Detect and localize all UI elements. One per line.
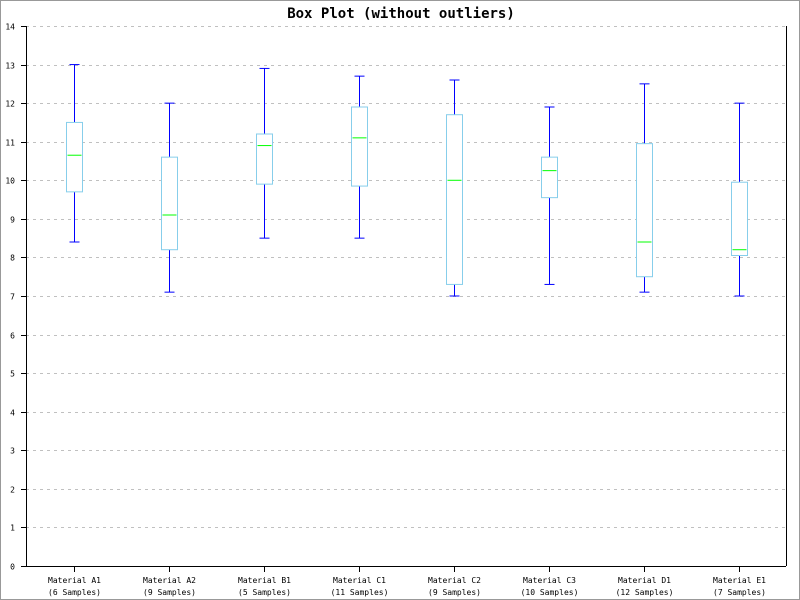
x-tick-label: Material B1 [238,576,291,585]
box-iqr [256,133,273,185]
x-tick-sample-count: (10 Samples) [521,588,579,597]
x-tick-sample-count: (5 Samples) [238,588,291,597]
y-tick-label: 6 [10,332,15,341]
box-iqr [161,156,178,251]
x-tick-sample-count: (9 Samples) [143,588,196,597]
chart-title: Box Plot (without outliers) [287,6,515,22]
y-tick-label: 5 [10,370,15,379]
box-iqr [446,114,463,285]
box-iqr [636,143,653,278]
y-tick-label: 12 [5,100,15,109]
box-iqr [731,181,748,256]
x-tick-sample-count: (9 Samples) [428,588,481,597]
y-tick-label: 7 [10,293,15,302]
box-iqr [66,121,83,193]
x-tick-sample-count: (7 Samples) [713,588,766,597]
x-tick-sample-count: (11 Samples) [331,588,389,597]
y-tick-label: 14 [5,23,15,32]
y-tick-label: 9 [10,216,15,225]
y-tick-label: 10 [5,177,15,186]
x-tick-label: Material C3 [523,576,576,585]
x-tick-sample-count: (6 Samples) [48,588,101,597]
x-tick-label: Material D1 [618,576,671,585]
box-iqr [351,106,368,187]
x-tick-label: Material C2 [428,576,481,585]
x-tick-label: Material E1 [713,576,766,585]
y-tick-label: 3 [10,447,15,456]
x-tick-sample-count: (12 Samples) [616,588,674,597]
x-tick-label: Material A2 [143,576,196,585]
y-tick-label: 1 [10,524,15,533]
y-tick-label: 8 [10,254,15,263]
box-iqr [541,156,558,199]
y-tick-label: 0 [10,563,15,572]
y-tick-label: 11 [5,139,15,148]
x-tick-label: Material A1 [48,576,101,585]
y-tick-label: 13 [5,62,15,71]
y-tick-label: 4 [10,409,15,418]
y-tick-label: 2 [10,486,15,495]
x-tick-label: Material C1 [333,576,386,585]
